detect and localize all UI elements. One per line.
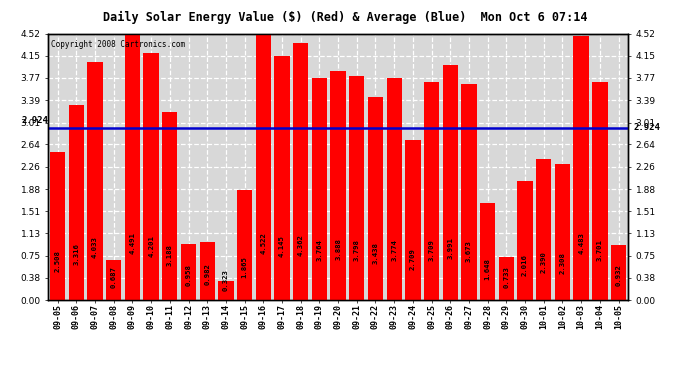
Text: 0.958: 0.958: [186, 264, 192, 286]
Text: 3.673: 3.673: [466, 240, 472, 262]
Bar: [349, 76, 364, 300]
Text: 4.362: 4.362: [297, 234, 304, 256]
Text: 4.033: 4.033: [92, 237, 98, 258]
Bar: [69, 105, 84, 300]
Text: 3.316: 3.316: [73, 243, 79, 265]
Bar: [611, 245, 627, 300]
Text: 3.438: 3.438: [373, 242, 379, 264]
Text: 0.323: 0.323: [223, 269, 229, 291]
Bar: [50, 152, 66, 300]
Bar: [237, 190, 253, 300]
Text: 4.522: 4.522: [260, 232, 266, 254]
Bar: [125, 36, 140, 300]
Bar: [106, 260, 121, 300]
Text: 4.491: 4.491: [130, 232, 135, 254]
Bar: [312, 78, 327, 300]
Bar: [442, 65, 458, 300]
Bar: [199, 242, 215, 300]
Text: 3.709: 3.709: [428, 240, 435, 261]
Text: 2.308: 2.308: [560, 252, 566, 274]
Text: 4.145: 4.145: [279, 236, 285, 258]
Bar: [405, 140, 420, 300]
Bar: [536, 159, 551, 300]
Text: 2.924: 2.924: [21, 116, 48, 125]
Text: 0.687: 0.687: [110, 266, 117, 288]
Bar: [256, 34, 271, 300]
Text: 3.701: 3.701: [597, 240, 603, 261]
Bar: [218, 281, 234, 300]
Bar: [499, 257, 514, 300]
Text: 3.774: 3.774: [391, 239, 397, 261]
Bar: [331, 71, 346, 300]
Text: 1.865: 1.865: [241, 256, 248, 278]
Bar: [386, 78, 402, 300]
Bar: [275, 56, 290, 300]
Text: 4.483: 4.483: [578, 232, 584, 255]
Bar: [88, 62, 103, 300]
Bar: [368, 98, 383, 300]
Bar: [293, 43, 308, 300]
Text: 2.390: 2.390: [541, 251, 546, 273]
Bar: [573, 36, 589, 300]
Bar: [592, 82, 607, 300]
Bar: [181, 244, 196, 300]
Text: 2.709: 2.709: [410, 248, 416, 270]
Text: 3.991: 3.991: [447, 237, 453, 259]
Bar: [480, 203, 495, 300]
Text: 0.982: 0.982: [204, 264, 210, 285]
Text: 0.733: 0.733: [504, 266, 509, 288]
Bar: [144, 53, 159, 300]
Text: 3.188: 3.188: [167, 244, 172, 266]
Text: 4.201: 4.201: [148, 235, 154, 257]
Text: Daily Solar Energy Value ($) (Red) & Average (Blue)  Mon Oct 6 07:14: Daily Solar Energy Value ($) (Red) & Ave…: [103, 11, 587, 24]
Bar: [462, 84, 477, 300]
Bar: [518, 181, 533, 300]
Text: 2.016: 2.016: [522, 254, 528, 276]
Text: 2.924: 2.924: [633, 123, 660, 132]
Text: Copyright 2008 Cartronics.com: Copyright 2008 Cartronics.com: [51, 40, 186, 50]
Text: 1.648: 1.648: [484, 258, 491, 279]
Text: 3.798: 3.798: [354, 238, 359, 261]
Bar: [162, 112, 177, 300]
Text: 2.508: 2.508: [55, 250, 61, 272]
Bar: [424, 81, 440, 300]
Text: 0.932: 0.932: [615, 264, 622, 286]
Text: 3.764: 3.764: [317, 239, 322, 261]
Text: 3.888: 3.888: [335, 238, 341, 260]
Bar: [555, 164, 570, 300]
